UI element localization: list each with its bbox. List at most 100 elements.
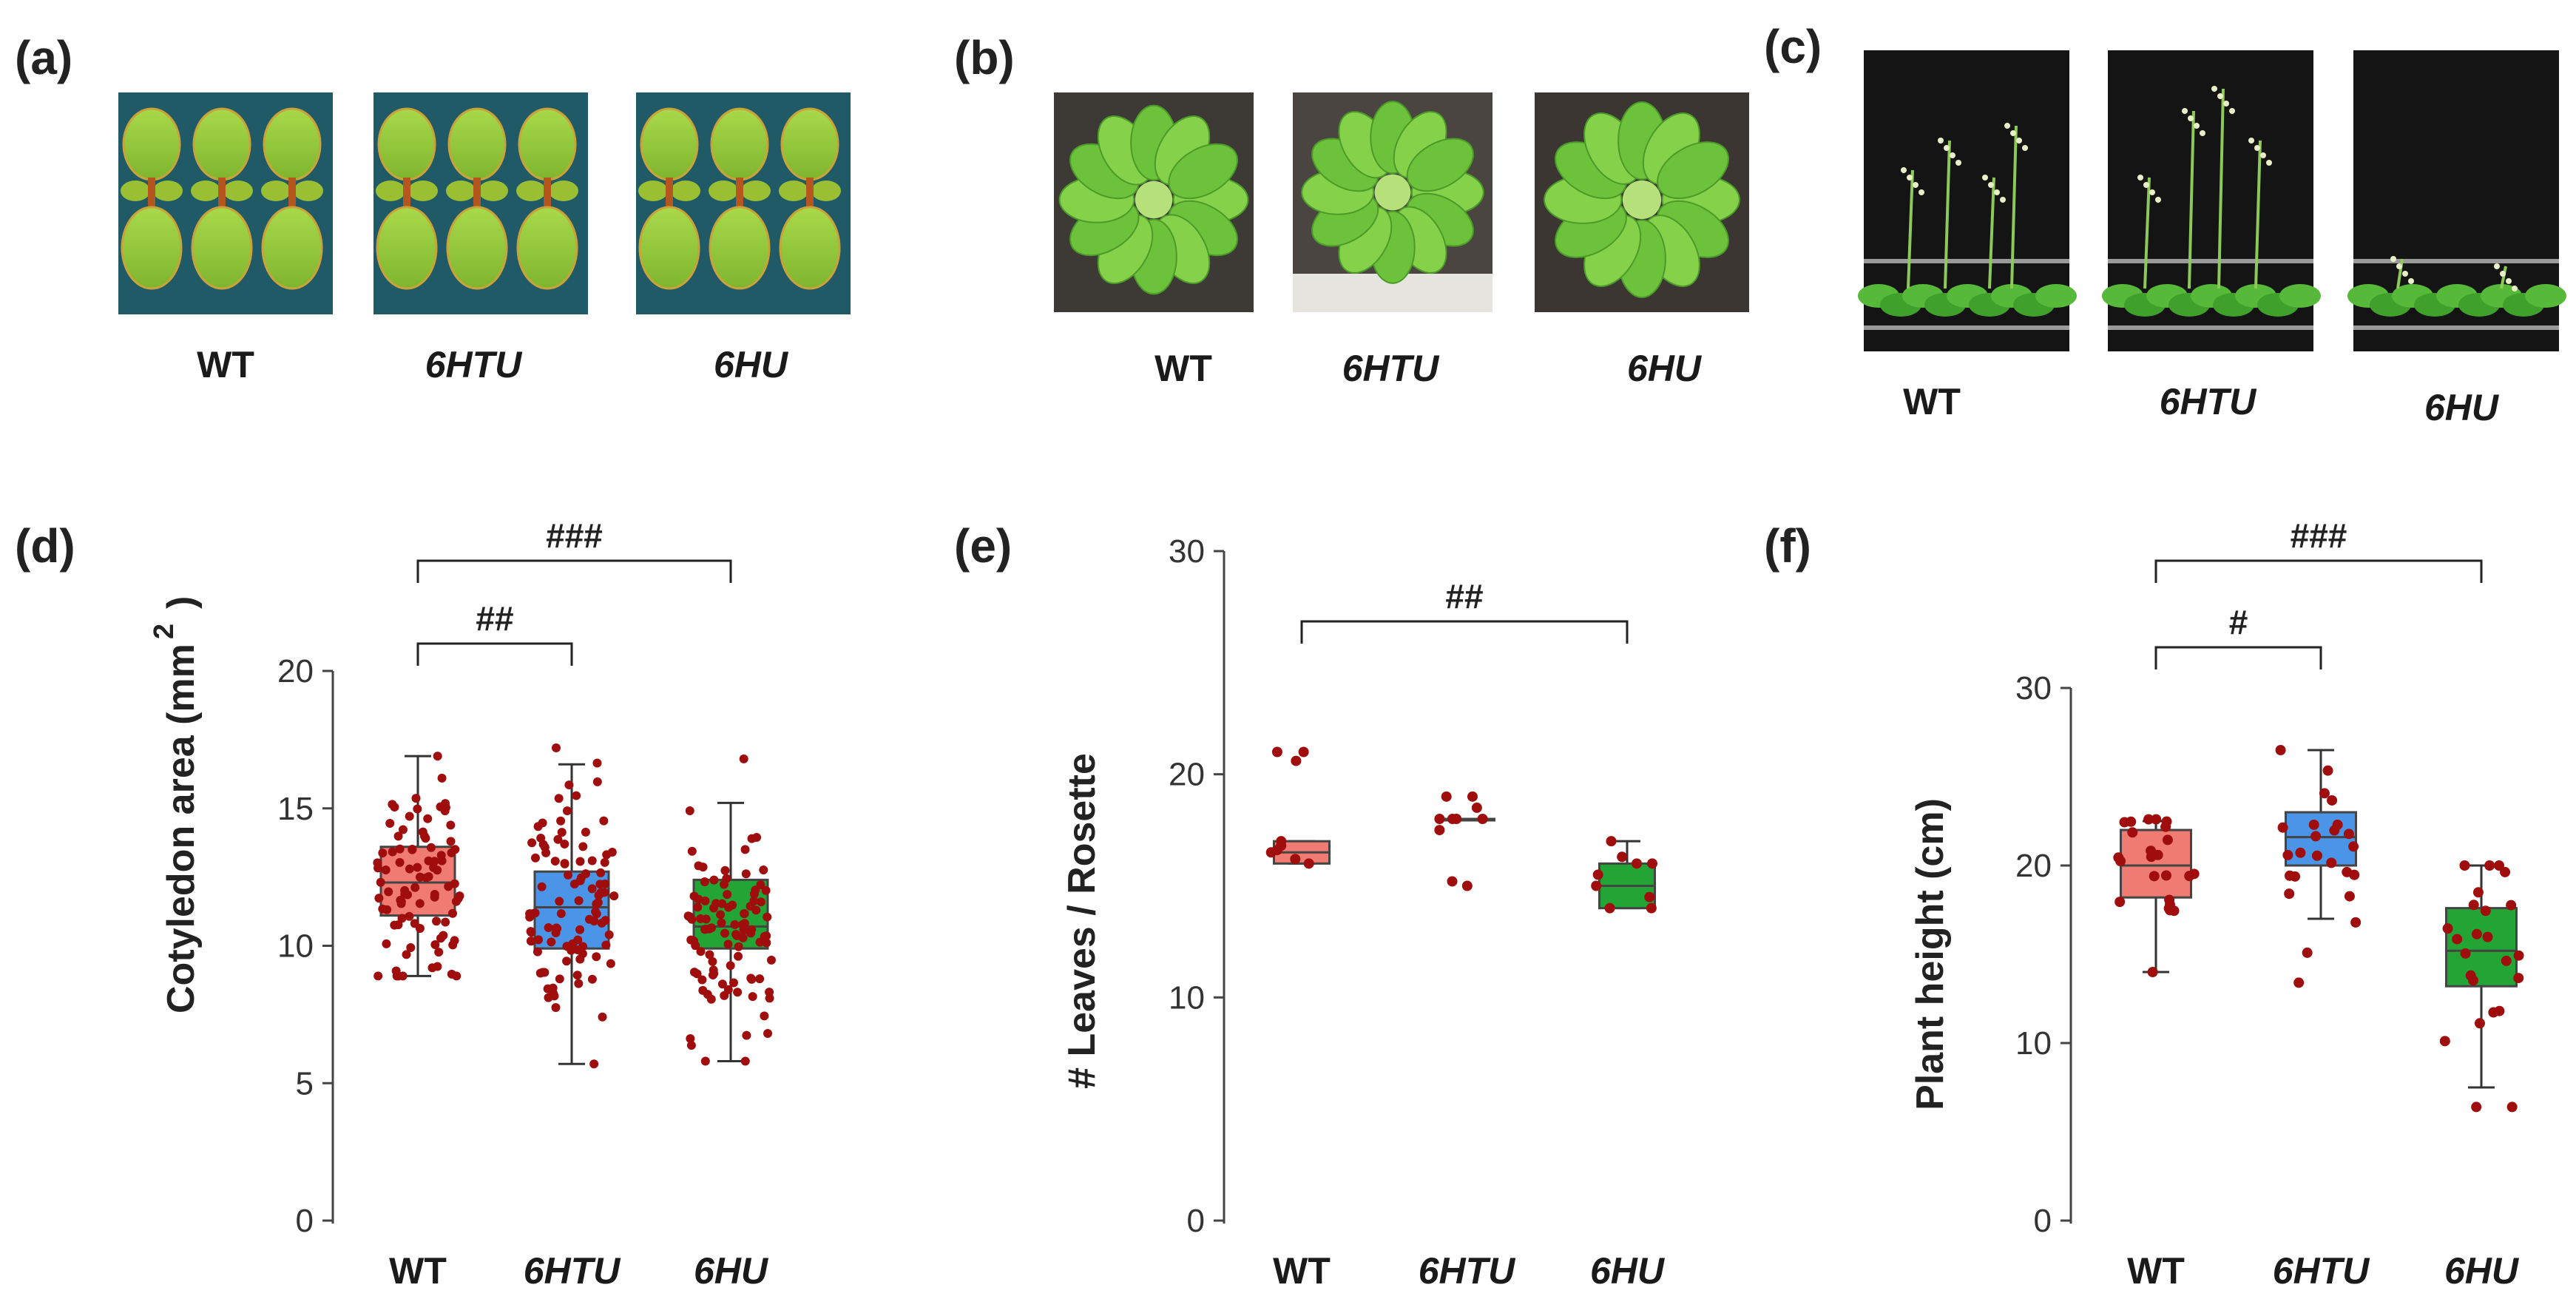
seedling-leaf-shape: [710, 107, 769, 181]
flower-stem-shape: [2217, 88, 2225, 289]
panel-e-letter: (e): [954, 519, 1012, 573]
data-point: [589, 1059, 599, 1069]
flower-shape: [1913, 182, 1919, 188]
seedling-leaf-shape: [518, 107, 577, 181]
data-point: [2349, 869, 2360, 880]
data-point: [606, 959, 615, 968]
data-point: [573, 935, 583, 945]
data-point: [2474, 1018, 2485, 1029]
data-point: [596, 868, 606, 877]
data-point: [433, 962, 442, 971]
data-point: [562, 806, 572, 816]
data-point: [411, 794, 421, 803]
data-point: [373, 971, 383, 981]
data-point: [2146, 846, 2157, 857]
seedling-leaf-shape: [516, 206, 578, 290]
data-point: [2308, 819, 2319, 830]
flower-shape: [2223, 101, 2229, 107]
significance-label: ##: [476, 599, 513, 638]
data-point: [429, 863, 439, 872]
box-WT: [2120, 829, 2192, 899]
data-point: [1477, 814, 1488, 824]
data-point: [405, 911, 414, 921]
data-point: [548, 983, 558, 993]
data-point: [2348, 841, 2359, 852]
seedling-stem-shape: [666, 178, 673, 207]
data-point: [384, 887, 393, 897]
shelf-rail-shape: [1864, 325, 2069, 330]
data-point: [734, 942, 743, 951]
data-point: [2350, 917, 2362, 928]
seedling-leaf-shape: [191, 206, 253, 290]
data-point: [544, 993, 553, 1002]
data-point: [592, 777, 602, 786]
data-point: [2513, 973, 2524, 984]
data-point: [2319, 788, 2330, 799]
data-point: [391, 966, 401, 976]
data-point: [2164, 905, 2175, 916]
seedling-leaf-shape: [121, 206, 183, 290]
data-point: [2459, 860, 2470, 871]
data-point: [700, 877, 709, 886]
flower-shape: [2200, 130, 2205, 136]
data-point: [2439, 1036, 2450, 1047]
data-point: [1441, 791, 1452, 802]
data-point: [444, 882, 453, 891]
data-point: [709, 903, 719, 913]
data-point: [1447, 876, 1458, 887]
seedling-leaf-shape: [223, 180, 253, 201]
y-tick-label: 15: [277, 791, 314, 827]
seedling-photo-6htu: [373, 92, 588, 314]
data-point: [544, 922, 553, 932]
data-point: [572, 791, 581, 800]
data-point: [728, 978, 738, 988]
seedling-leaf-shape: [261, 206, 323, 290]
data-point: [1467, 791, 1478, 802]
data-point: [2343, 829, 2354, 840]
data-point: [604, 930, 614, 939]
data-point: [601, 916, 610, 925]
significance-label: ###: [546, 516, 603, 555]
data-point: [1646, 858, 1657, 869]
data-point: [2290, 871, 2301, 882]
data-point: [602, 850, 612, 860]
data-point: [1604, 902, 1615, 914]
shelf-rail-shape: [2353, 325, 2559, 330]
x-tick-label: 6HTU: [1419, 1250, 1516, 1292]
y-tick-label: 0: [2034, 1203, 2052, 1239]
seedling-leaf-shape: [153, 180, 183, 201]
significance-bracket: [416, 642, 573, 666]
data-point: [1632, 858, 1643, 869]
bolting-photo-6hu: [2347, 50, 2566, 351]
rosette-leaf-shape: [1168, 143, 1238, 200]
seedling-stem-shape: [218, 178, 226, 207]
data-point: [700, 1056, 710, 1066]
data-point: [762, 931, 771, 941]
flower-shape: [2004, 123, 2010, 129]
data-point: [575, 925, 585, 934]
seedling-leaf-shape: [638, 180, 668, 201]
data-point: [448, 940, 458, 950]
data-point: [439, 931, 448, 940]
data-point: [446, 820, 456, 830]
data-point: [749, 896, 759, 905]
flower-shape: [2229, 108, 2235, 114]
seedling-stem-shape: [148, 178, 155, 207]
panel-c-letter: (c): [1764, 20, 1822, 73]
data-point: [2482, 931, 2493, 942]
data-point: [687, 846, 697, 856]
data-point: [2127, 827, 2138, 838]
data-point: [385, 819, 395, 829]
data-point: [592, 758, 602, 768]
flower-shape: [2254, 145, 2260, 151]
data-point: [567, 945, 576, 955]
flower-shape: [1994, 189, 2000, 195]
flower-stem-shape: [2500, 266, 2507, 289]
seedling-leaf-shape: [294, 180, 323, 201]
data-point: [726, 961, 735, 971]
data-point: [705, 950, 714, 959]
chart-d-ylabel: Cotyledon area (mm2): [149, 596, 203, 1013]
flower-shape: [2137, 175, 2143, 180]
data-point: [2452, 934, 2463, 945]
x-tick-label: WT: [1273, 1250, 1331, 1292]
